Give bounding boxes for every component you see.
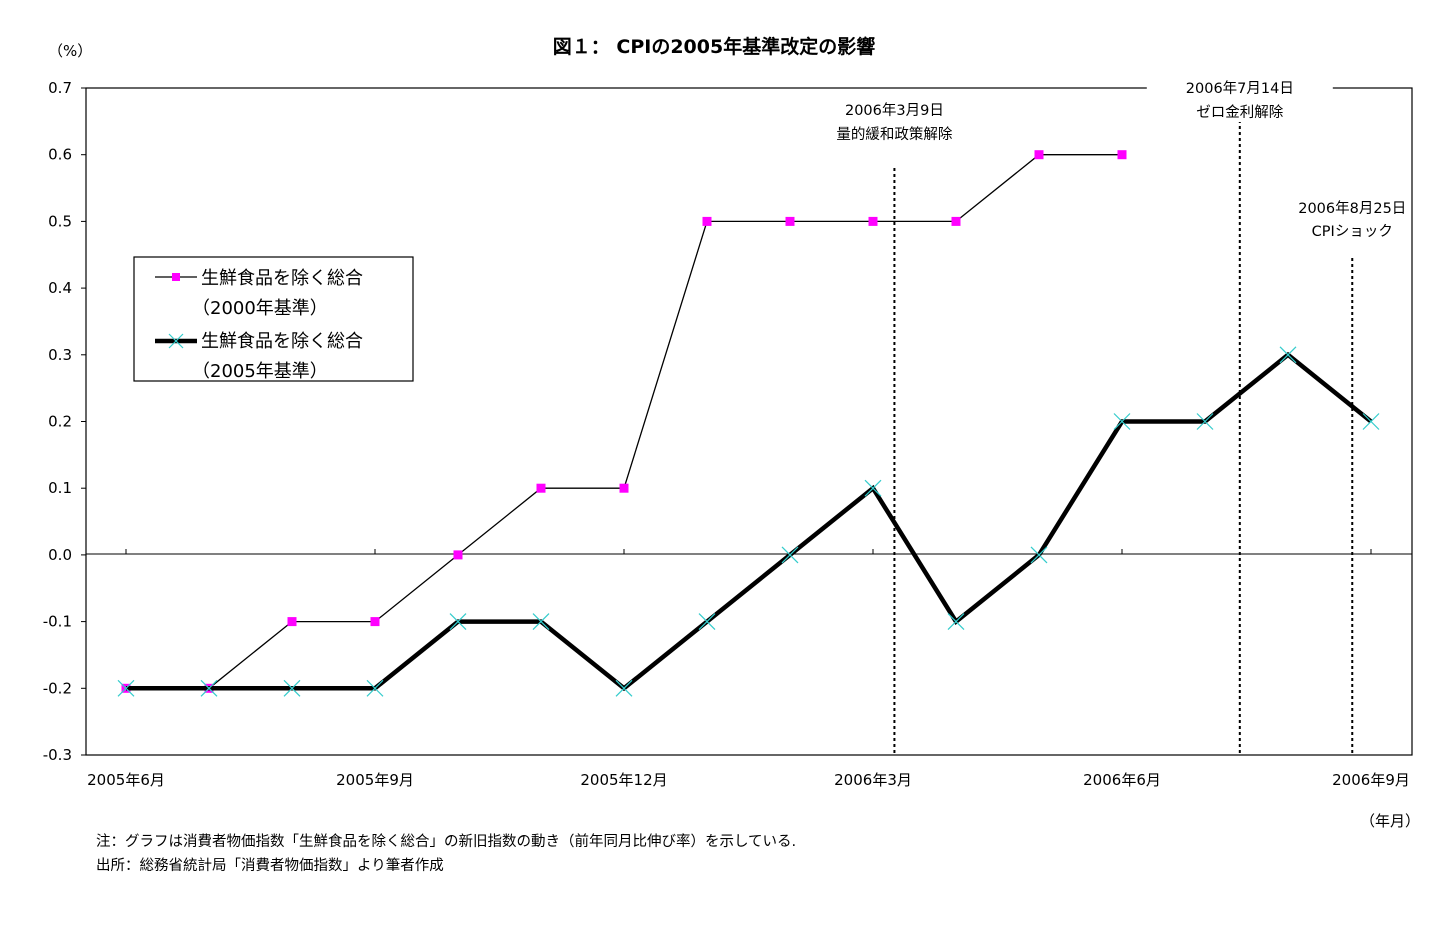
data-point xyxy=(702,216,712,226)
y-tick-label: 0.4 xyxy=(48,279,72,297)
y-tick-label: 0.2 xyxy=(48,413,72,431)
y-axis-label: （%） xyxy=(48,42,92,60)
y-tick-label: -0.2 xyxy=(43,679,72,697)
y-tick-label: 0.7 xyxy=(48,79,72,97)
data-point xyxy=(287,617,297,627)
x-tick-label: 2005年12月 xyxy=(580,771,667,789)
series-line xyxy=(126,351,1373,692)
x-tick-label: 2006年9月 xyxy=(1332,771,1410,789)
event-date-label: 2006年3月9日 xyxy=(845,102,944,119)
legend-marker-series-2000 xyxy=(172,273,180,281)
data-point xyxy=(283,679,301,697)
event-date-label: 2006年7月14日 xyxy=(1186,80,1294,97)
legend-marker-series-2005 xyxy=(168,333,184,349)
data-point xyxy=(785,216,795,226)
data-point xyxy=(200,679,218,697)
y-tick-label: 0.0 xyxy=(48,546,72,564)
event-label: 量的緩和政策解除 xyxy=(836,126,952,143)
y-tick-label: -0.1 xyxy=(43,613,72,631)
event-label: ゼロ金利解除 xyxy=(1196,104,1283,121)
legend-label-series-2000-line1: 生鮮食品を除く総合 xyxy=(201,268,363,289)
data-point xyxy=(1030,546,1048,564)
chart-note: 注：グラフは消費者物価指数「生鮮食品を除く総合」の新旧指数の動き（前年同月比伸び… xyxy=(96,834,797,850)
data-point xyxy=(1362,413,1380,430)
data-point xyxy=(1196,413,1214,430)
data-point xyxy=(453,550,463,560)
y-tick-label: 0.5 xyxy=(48,212,72,230)
x-tick-label: 2005年6月 xyxy=(87,771,165,789)
event-label-background xyxy=(1146,76,1333,122)
legend-label-series-2000-line2: （2000年基準） xyxy=(192,298,328,319)
data-point xyxy=(864,479,882,497)
x-tick-label: 2005年9月 xyxy=(336,771,414,789)
event-label: CPIショック xyxy=(1312,223,1393,240)
data-point xyxy=(619,483,629,493)
legend-box xyxy=(133,256,414,382)
data-point xyxy=(781,546,799,564)
data-point xyxy=(615,679,633,697)
y-tick-label: 0.6 xyxy=(48,146,72,164)
data-point xyxy=(449,613,467,631)
data-point xyxy=(366,679,384,697)
data-point xyxy=(117,679,135,697)
data-point xyxy=(536,483,546,493)
chart-title: 図１： CPIの2005年基準改定の影響 xyxy=(553,35,875,58)
y-tick-label: 0.3 xyxy=(48,346,72,364)
data-point xyxy=(868,216,878,226)
x-tick-label: 2006年6月 xyxy=(1083,771,1161,789)
data-point xyxy=(1279,346,1297,364)
event-date-label: 2006年8月25日 xyxy=(1298,200,1406,217)
legend-label-series-2005-line2: （2005年基準） xyxy=(192,361,328,382)
data-point xyxy=(947,613,965,631)
data-point xyxy=(698,613,716,631)
chart-source: 出所：総務省統計局「消費者物価指数」より筆者作成 xyxy=(96,858,444,874)
data-point xyxy=(532,613,550,631)
plot-area-frame xyxy=(85,87,1413,756)
legend-label-series-2005-line1: 生鮮食品を除く総合 xyxy=(201,331,363,352)
legend: 生鮮食品を除く総合 （2000年基準） 生鮮食品を除く総合 （2005年基準） xyxy=(133,256,414,382)
x-tick-label: 2006年3月 xyxy=(834,771,912,789)
data-point xyxy=(370,617,380,627)
x-axis-label: （年月） xyxy=(1360,812,1420,830)
data-point xyxy=(1034,150,1044,160)
y-tick-label: 0.1 xyxy=(48,479,72,497)
data-point xyxy=(1113,413,1131,430)
data-point xyxy=(951,216,961,226)
y-tick-label: -0.3 xyxy=(43,746,72,764)
data-point xyxy=(1117,150,1127,160)
